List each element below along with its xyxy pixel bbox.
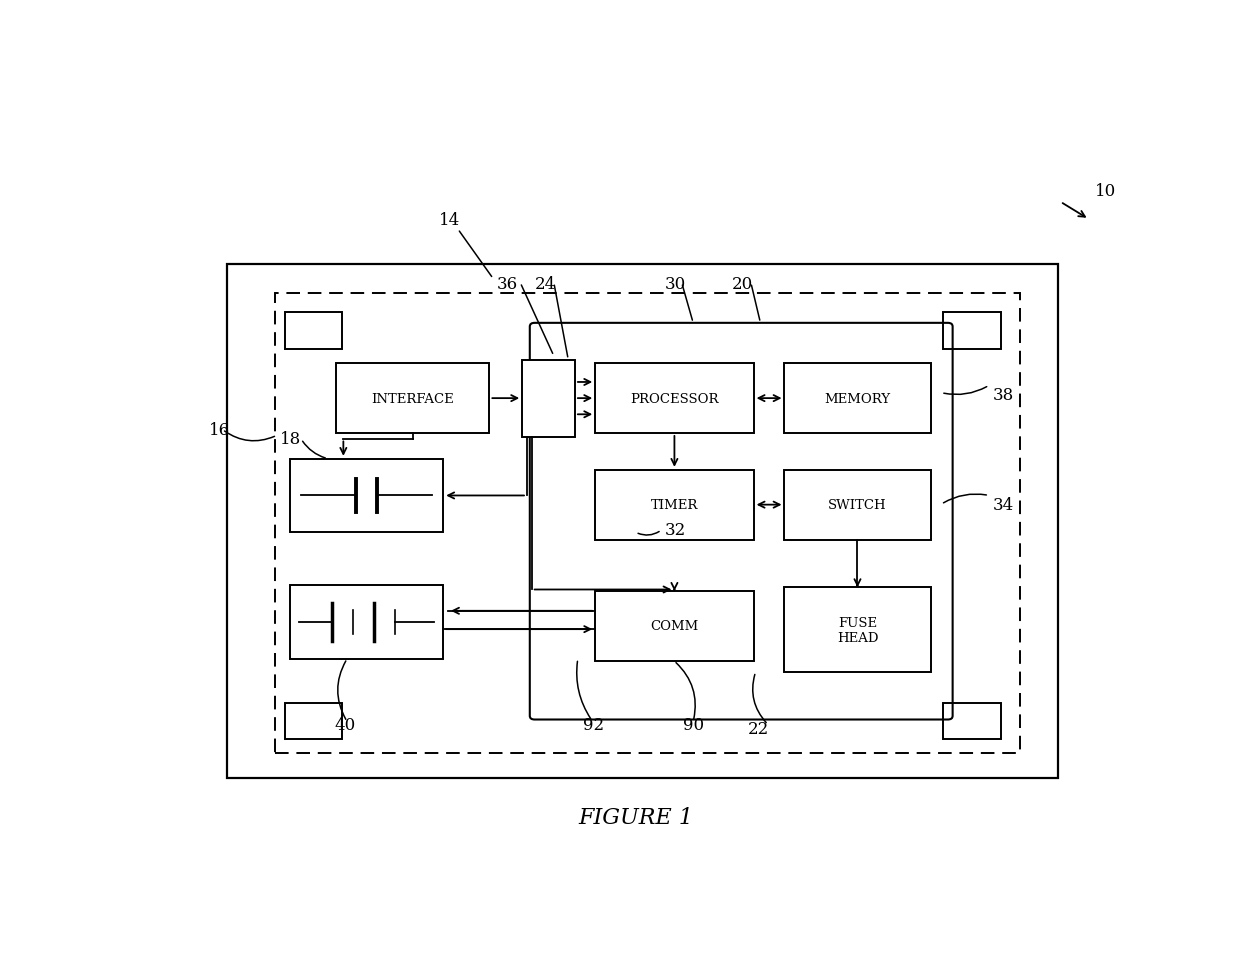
Text: 10: 10 (1095, 183, 1116, 200)
Text: 18: 18 (280, 430, 301, 447)
Bar (522, 360, 575, 437)
Text: SWITCH: SWITCH (828, 498, 887, 512)
Text: 24: 24 (534, 276, 556, 294)
Text: 40: 40 (335, 717, 356, 734)
Bar (785, 470, 930, 540)
Text: 92: 92 (583, 717, 604, 734)
Text: 38: 38 (993, 386, 1014, 403)
Text: COMM: COMM (650, 619, 698, 633)
Bar (290, 459, 444, 533)
Bar (785, 364, 930, 434)
Bar (275, 294, 1019, 753)
Text: 34: 34 (993, 497, 1014, 514)
Text: 14: 14 (439, 213, 460, 230)
Bar (942, 703, 1001, 740)
Text: FUSE
HEAD: FUSE HEAD (837, 616, 878, 644)
Bar (785, 588, 930, 672)
Text: FIGURE 1: FIGURE 1 (578, 806, 693, 828)
Text: 20: 20 (732, 276, 753, 294)
Text: 30: 30 (665, 276, 686, 294)
Bar (595, 364, 754, 434)
Bar (942, 313, 1001, 349)
Bar (595, 591, 754, 661)
Bar (285, 703, 342, 740)
Text: 36: 36 (497, 276, 518, 294)
Text: 16: 16 (208, 421, 229, 438)
Bar (285, 313, 342, 349)
Text: 32: 32 (665, 522, 686, 538)
Bar (336, 364, 490, 434)
Text: PROCESSOR: PROCESSOR (630, 393, 719, 405)
Text: 22: 22 (748, 720, 769, 737)
Text: 90: 90 (682, 717, 704, 734)
Bar (227, 265, 1058, 779)
Bar (595, 470, 754, 540)
Text: INTERFACE: INTERFACE (371, 393, 454, 405)
Text: TIMER: TIMER (651, 498, 698, 512)
Bar (290, 585, 444, 659)
Text: MEMORY: MEMORY (825, 393, 890, 405)
